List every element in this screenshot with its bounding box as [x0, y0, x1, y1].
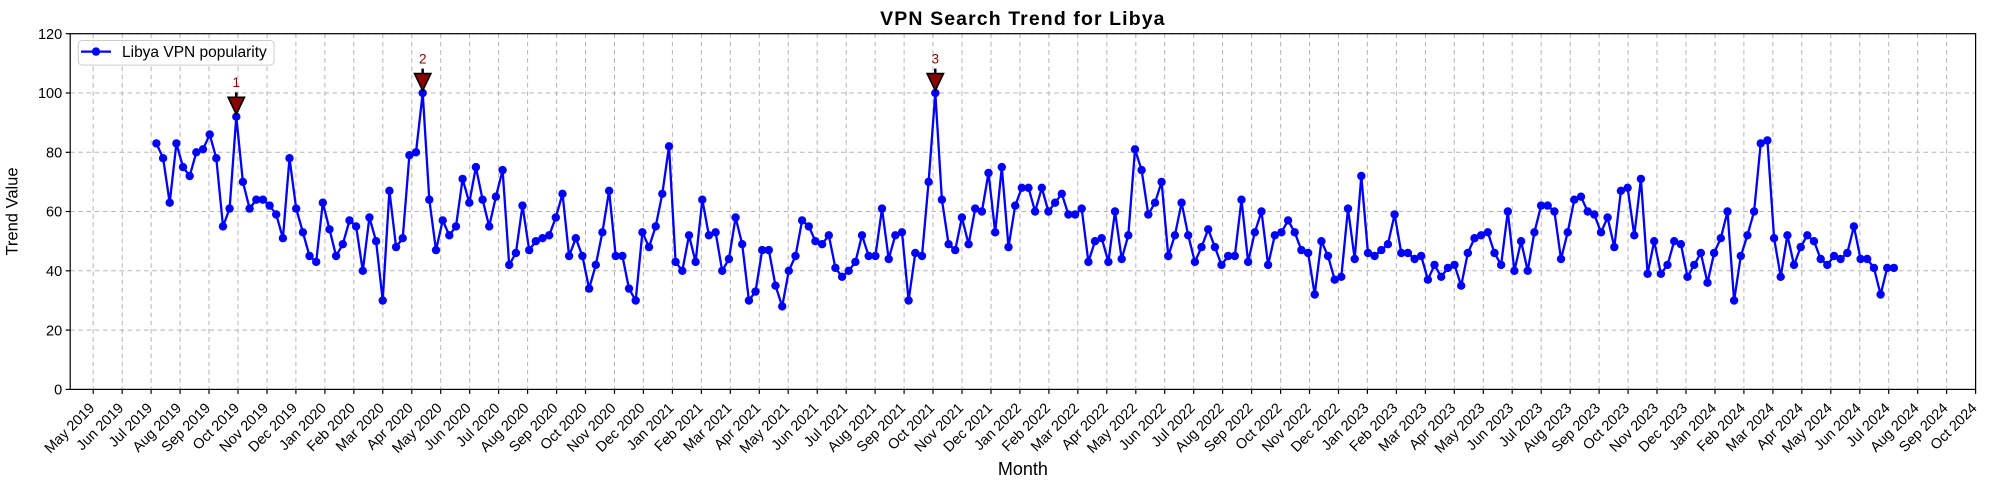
svg-text:Month: Month — [998, 459, 1048, 479]
svg-text:80: 80 — [46, 146, 62, 162]
svg-text:100: 100 — [38, 86, 62, 102]
svg-text:120: 120 — [38, 27, 62, 43]
svg-text:2: 2 — [419, 51, 427, 66]
svg-text:40: 40 — [46, 264, 62, 280]
svg-text:Libya VPN popularity: Libya VPN popularity — [122, 44, 267, 61]
svg-text:Trend Value: Trend Value — [4, 167, 22, 255]
svg-text:0: 0 — [54, 383, 62, 399]
svg-text:60: 60 — [46, 205, 62, 221]
svg-text:VPN Search Trend for Libya: VPN Search Trend for Libya — [880, 8, 1165, 30]
svg-text:20: 20 — [46, 323, 62, 339]
svg-text:1: 1 — [233, 75, 241, 90]
svg-text:3: 3 — [932, 51, 940, 66]
